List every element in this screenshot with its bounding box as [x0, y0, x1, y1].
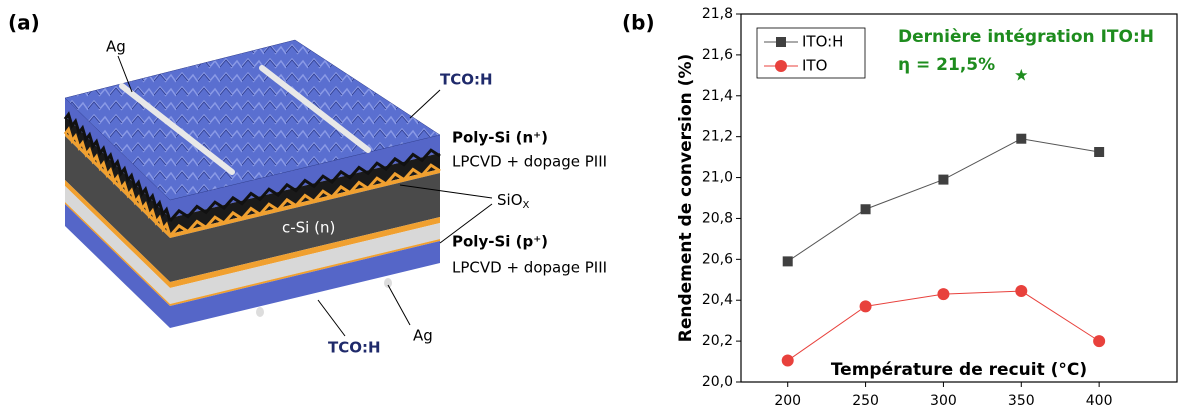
leader — [410, 90, 440, 118]
x-tick-label: 200 — [774, 393, 801, 409]
x-tick-label: 400 — [1086, 393, 1113, 409]
legend-label: ITO — [802, 57, 827, 75]
marker — [782, 355, 794, 367]
y-tick-label: 20,4 — [702, 292, 733, 308]
label: c-Si (n) — [282, 219, 335, 237]
y-axis-title: Rendement de conversion (%) — [676, 54, 696, 343]
legend-marker — [775, 60, 787, 72]
x-tick-label: 350 — [1008, 393, 1035, 409]
label: Ag — [413, 327, 433, 345]
chart: (b) 20,0 20,2 20,4 20,6 20,8 21,0 21,2 21,4 21,6 2… — [622, 6, 1177, 409]
y-tick-label: 20,0 — [702, 374, 733, 390]
y-tick-label: 21,2 — [702, 129, 733, 145]
y-tick-label: 20,2 — [702, 333, 733, 349]
x-axis-title: Température de recuit (°C) — [831, 360, 1087, 380]
series-line — [788, 139, 1099, 262]
y-tick-label: 20,8 — [702, 210, 733, 226]
marker — [937, 288, 949, 300]
annotation: Dernière intégration ITO:H — [898, 27, 1154, 47]
y-tick-label: 20,6 — [702, 251, 733, 267]
label: X — [523, 200, 530, 211]
cell-diagram — [65, 40, 440, 328]
label: SiOX — [497, 191, 530, 212]
leader — [388, 285, 410, 325]
figure: (a) Ag TCO:H Poly-Si (n⁺) LPCVD + dopage… — [0, 0, 1192, 410]
label: TCO:H — [440, 71, 493, 89]
marker — [938, 175, 948, 185]
legend-label: ITO:H — [802, 33, 843, 51]
marker — [1016, 134, 1026, 144]
panel-label: (a) — [8, 11, 40, 35]
y-tick-label: 21,6 — [702, 47, 733, 63]
marker — [860, 300, 872, 312]
x-tick-label: 250 — [852, 393, 879, 409]
marker — [1094, 147, 1104, 157]
marker — [783, 256, 793, 266]
y-tick-label: 21,8 — [702, 6, 733, 22]
marker — [861, 204, 871, 214]
leader — [318, 300, 345, 336]
label: Poly-Si (n⁺) — [452, 129, 548, 147]
panel-label: (b) — [622, 11, 655, 35]
legend-marker — [776, 37, 786, 47]
annotation: η = 21,5% — [898, 55, 995, 75]
y-tick-label: 21,0 — [702, 170, 733, 186]
label: LPCVD + dopage PIII — [452, 259, 607, 277]
highlight-star — [1015, 69, 1027, 81]
label: SiO — [497, 191, 523, 209]
y-tick-label: 21,4 — [702, 88, 733, 104]
marker — [1015, 285, 1027, 297]
x-tick-label: 300 — [930, 393, 957, 409]
label: TCO:H — [328, 339, 381, 357]
contact — [384, 278, 392, 288]
series-line — [788, 291, 1099, 361]
label: LPCVD + dopage PIII — [452, 153, 607, 171]
contact — [256, 307, 264, 317]
label: Poly-Si (p⁺) — [452, 233, 548, 251]
marker — [1093, 335, 1105, 347]
label: Ag — [106, 38, 126, 56]
